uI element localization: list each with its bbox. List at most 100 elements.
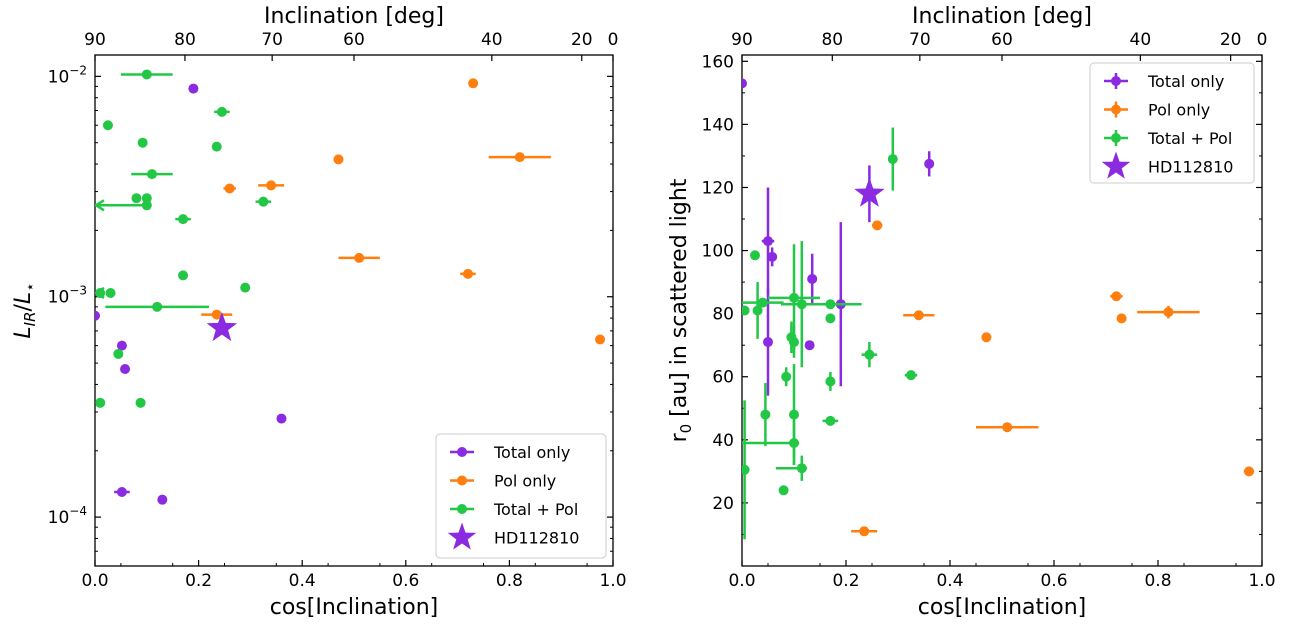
legend: Total only Pol only Total + Pol HD112810: [435, 433, 607, 559]
y-tick-label: 100: [702, 242, 734, 262]
data-point: [872, 220, 883, 231]
data-point: [742, 464, 750, 475]
data-point: [137, 137, 148, 148]
legend-label: Total + Pol: [1147, 129, 1232, 148]
top-tick-label: 60: [991, 30, 1013, 50]
data-point: [804, 340, 815, 351]
legend-point-marker: [1111, 104, 1121, 115]
upper-limit-arrow: [95, 199, 105, 212]
legend-label: Total + Pol: [493, 500, 578, 519]
data-point: [924, 158, 935, 169]
data-point: [116, 486, 127, 497]
data-point: [864, 349, 875, 360]
legend-label: Pol only: [1148, 101, 1210, 120]
data-point: [216, 106, 227, 117]
data-point: [859, 526, 870, 537]
data-layer: [742, 78, 1255, 540]
legend-label: Total only: [493, 443, 570, 462]
data-point: [752, 305, 763, 316]
top-tick-label: 80: [174, 30, 196, 50]
top-tick-label: 20: [571, 30, 593, 50]
top-axis-label: Inclination [deg]: [912, 4, 1092, 29]
legend-star-marker: [447, 522, 477, 550]
data-point: [95, 397, 106, 408]
data-point: [141, 200, 152, 211]
data-point: [781, 371, 792, 382]
data-point: [141, 193, 152, 204]
data-point: [258, 196, 269, 207]
data-point: [1163, 307, 1174, 318]
x-tick-label: 0.4: [289, 571, 316, 591]
top-tick-label: 90: [84, 30, 106, 50]
data-point: [266, 180, 277, 191]
data-point: [595, 334, 606, 345]
data-point: [468, 78, 479, 89]
y-axis-label: r0 [au] in scattered light: [667, 178, 695, 442]
y-tick-label: 140: [702, 115, 734, 135]
data-point: [750, 250, 760, 261]
x-axis-label: cos[Inclination]: [918, 595, 1087, 620]
x-tick-label: 0.8: [496, 571, 523, 591]
legend-point-marker: [1111, 133, 1121, 143]
x-tick-label: 1.0: [599, 571, 626, 591]
data-point: [742, 305, 750, 316]
legend-box: [1089, 62, 1255, 184]
data-point: [276, 413, 287, 424]
y-tick-label: 60: [712, 368, 734, 388]
data-point: [211, 141, 222, 152]
data-point: [514, 152, 525, 163]
data-point: [178, 214, 189, 225]
panel-r0-scattered-light: 0.0 0.2 0.4 0.6 0.8 1.0 90 80 70 60 40 20 0 Inclinati…: [667, 4, 1276, 620]
data-point: [240, 282, 251, 293]
legend-point-marker: [457, 504, 467, 514]
legend-label: Pol only: [494, 472, 556, 491]
data-point: [913, 310, 924, 321]
data-layer: [95, 69, 606, 505]
legend-label: Total only: [1147, 72, 1224, 91]
data-point: [767, 251, 778, 262]
data-point: [146, 169, 157, 180]
data-point: [102, 120, 113, 131]
legend-point-marker: [457, 475, 467, 486]
y-axis-label: LIR/L⋆: [11, 282, 39, 338]
top-tick-label: 0: [608, 30, 619, 50]
data-point: [113, 348, 124, 359]
top-tick-label: 70: [909, 30, 931, 50]
x-tick-label: 0.0: [81, 571, 108, 591]
x-tick-label: 0.4: [936, 571, 963, 591]
legend: Total only Pol only Total + Pol HD112810: [1089, 62, 1255, 184]
x-tick-label: 1.0: [1248, 571, 1275, 591]
data-point: [789, 437, 799, 448]
data-point: [211, 309, 222, 320]
top-tick-label: 90: [731, 30, 753, 50]
y-tick-label: 80: [712, 305, 734, 325]
data-point: [178, 270, 189, 281]
data-point: [789, 409, 799, 420]
data-point: [1111, 291, 1122, 302]
legend-box: [435, 433, 607, 559]
data-point: [157, 494, 168, 505]
data-point: [333, 154, 344, 165]
data-point: [224, 183, 235, 194]
legend-label: HD112810: [494, 529, 579, 548]
data-point: [757, 297, 768, 308]
x-tick-label: 0.2: [832, 571, 859, 591]
y-tick-label: 10−2: [48, 63, 87, 87]
data-point: [95, 310, 100, 321]
data-point: [789, 292, 799, 303]
y-tick-label: 10−3: [48, 284, 87, 308]
top-tick-label: 80: [821, 30, 843, 50]
data-point: [887, 154, 898, 165]
top-tick-label: 70: [261, 30, 283, 50]
x-tick-label: 0.0: [728, 571, 755, 591]
data-point: [1244, 466, 1254, 477]
x-tick-label: 0.6: [1040, 571, 1067, 591]
data-point: [152, 301, 163, 312]
y-tick-label: 40: [712, 431, 734, 451]
y-tick-label: 120: [702, 178, 734, 198]
data-point: [135, 397, 146, 408]
top-tick-label: 20: [1220, 30, 1242, 50]
data-point: [778, 485, 789, 496]
data-point: [796, 463, 807, 474]
